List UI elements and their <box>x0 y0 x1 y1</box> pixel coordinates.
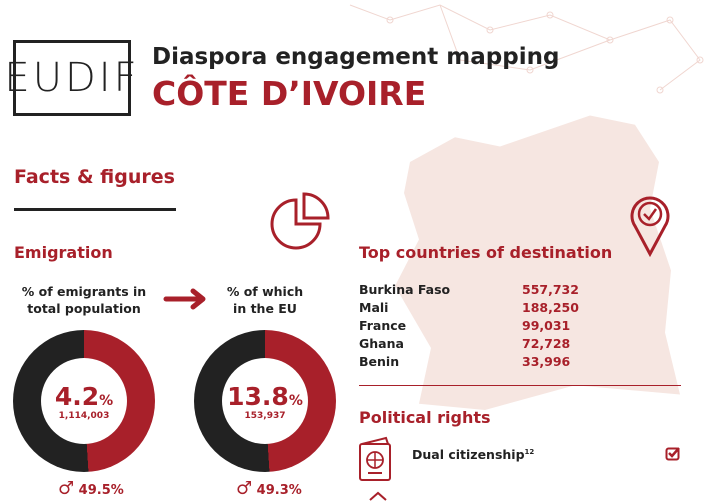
table-row: Ghana 72,728 <box>359 336 579 354</box>
country: Burkina Faso <box>359 282 451 297</box>
location-pin-icon <box>630 196 670 258</box>
eu-label: % of which in the EU <box>200 283 330 317</box>
table-row: Benin 33,996 <box>359 354 579 372</box>
label-line: total population <box>27 301 141 316</box>
male-icon: ♂ <box>58 478 75 499</box>
eudif-logo: EUDIF <box>4 40 137 116</box>
checkbox-checked-icon <box>665 447 680 461</box>
label-line: in the EU <box>233 301 297 316</box>
destinations-heading: Top countries of destination <box>359 243 613 262</box>
label-line: % of which <box>226 284 304 299</box>
divider <box>14 208 176 211</box>
value: 99,031 <box>522 318 571 333</box>
divider <box>359 385 681 386</box>
eu-count: 153,937 <box>244 410 286 421</box>
table-row: France 99,031 <box>359 318 579 336</box>
total-label: % of emigrants in total population <box>14 283 154 317</box>
country-map-background <box>395 115 680 410</box>
network-decoration <box>349 4 704 94</box>
eu-male-share: ♂ 49.3% <box>236 478 302 499</box>
table-row: Burkina Faso 557,732 <box>359 282 579 300</box>
next-icon <box>369 491 387 501</box>
total-count: 1,114,003 <box>58 410 110 421</box>
eu-percent: 13.8% <box>227 381 303 411</box>
label-line: % of emigrants in <box>21 284 147 299</box>
value: 188,250 <box>522 300 579 315</box>
dual-citizenship-label: Dual citizenship12 <box>412 447 535 462</box>
passport-icon <box>359 436 391 481</box>
eu-donut: 13.8% 153,937 <box>194 330 336 472</box>
total-male-share: ♂ 49.5% <box>58 478 124 499</box>
political-heading: Political rights <box>359 408 491 427</box>
total-percent: 4.2% <box>54 381 114 411</box>
value: 33,996 <box>522 354 571 369</box>
page-title: Diaspora engagement mapping <box>152 44 560 70</box>
country-title: CÔTE D’IVOIRE <box>152 74 427 113</box>
male-icon: ♂ <box>236 478 253 499</box>
table-row: Mali 188,250 <box>359 300 579 318</box>
country: Ghana <box>359 336 404 351</box>
country: Mali <box>359 300 389 315</box>
country: Benin <box>359 354 400 369</box>
total-donut: 4.2% 1,114,003 <box>13 330 155 472</box>
arrow-right-icon <box>163 288 206 310</box>
value: 72,728 <box>522 336 571 351</box>
value: 557,732 <box>522 282 579 297</box>
destinations-table: Burkina Faso 557,732 Mali 188,250 France 99… <box>359 282 579 372</box>
country: France <box>359 318 407 333</box>
pie-chart-icon <box>270 192 330 250</box>
emigration-heading: Emigration <box>14 243 113 262</box>
logo-text: EUDIF <box>4 55 140 101</box>
facts-heading: Facts & figures <box>14 166 175 188</box>
